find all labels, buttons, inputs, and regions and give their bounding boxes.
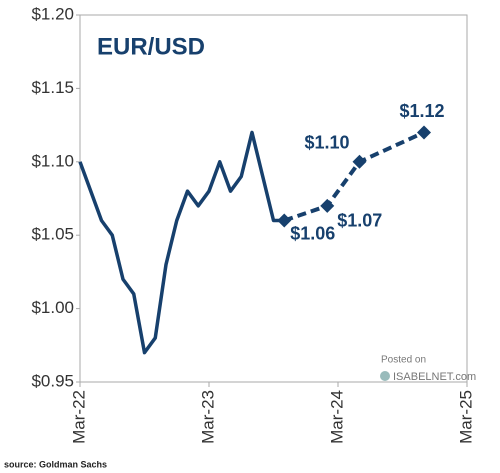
forecast-marker [277, 213, 292, 228]
x-tick-label: Mar-25 [456, 390, 475, 444]
y-tick-label: $1.05 [31, 225, 74, 244]
forecast-marker [352, 154, 367, 169]
chart-title: EUR/USD [97, 33, 205, 60]
source: source: Goldman Sachs [4, 459, 107, 469]
y-tick-label: $1.20 [31, 4, 74, 23]
y-tick-label: $1.00 [31, 298, 74, 317]
y-tick-label: $1.15 [31, 78, 74, 97]
x-tick-label: Mar-24 [327, 390, 346, 444]
watermark: Posted on [381, 355, 426, 366]
value-label: $1.06 [290, 223, 335, 243]
plot-frame [79, 14, 468, 383]
x-tick-label: Mar-23 [198, 390, 217, 444]
value-label: $1.12 [399, 101, 444, 121]
forecast-marker [320, 198, 335, 213]
y-tick-label: $0.95 [31, 371, 74, 390]
y-tick-label: $1.10 [31, 151, 74, 170]
value-label: $1.07 [337, 211, 382, 231]
x-tick-label: Mar-22 [69, 390, 88, 444]
forecast-marker [417, 125, 431, 140]
forecast-line [283, 130, 425, 223]
watermark-icon [380, 371, 390, 381]
value-label: $1.10 [304, 133, 349, 153]
price-line [78, 130, 285, 355]
watermark: ISABELNET.com [393, 371, 476, 383]
